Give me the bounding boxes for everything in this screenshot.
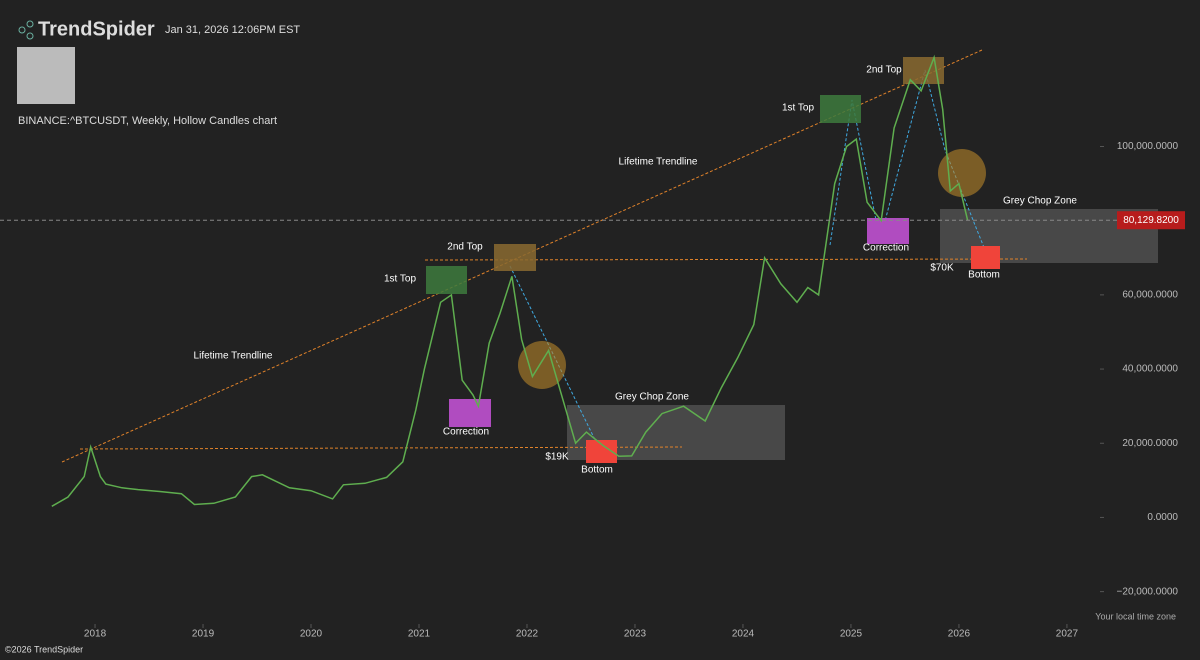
annotation: $70K [930,263,954,274]
highlight-circle [938,149,986,197]
bottom-box [971,246,1000,269]
last-price-label: 80,129.8200 [1123,215,1179,226]
logo [18,20,34,40]
logo-icon [18,26,26,34]
x-tick-label: 2019 [192,629,215,640]
top-box [494,244,536,271]
annotation: Bottom [968,270,1000,281]
x-tick-label: 2025 [840,629,863,640]
x-tick-label: 2020 [300,629,323,640]
price-line [51,54,969,507]
annotation: Correction [443,427,489,438]
annotation: 2nd Top [447,242,483,253]
x-tick-label: 2023 [624,629,647,640]
y-tick-label: 100,000.0000 [1117,141,1179,152]
brand: TrendSpider [38,18,155,40]
x-tick-label: 2026 [948,629,971,640]
annotation: Grey Chop Zone [1003,196,1077,207]
timezone-label: Your local time zone [1095,611,1176,621]
annotation: Lifetime Trendline [194,351,273,362]
y-tick-label: 40,000.0000 [1122,364,1178,375]
y-tick-label: −20,000.0000 [1117,586,1179,597]
annotation: 2nd Top [866,65,902,76]
x-tick-label: 2022 [516,629,539,640]
x-tick-label: 2021 [408,629,431,640]
correction-box [449,399,491,427]
annotation: Bottom [581,465,613,476]
top-box [820,95,861,123]
x-tick-label: 2024 [732,629,755,640]
support-line [79,446,683,450]
top-box [426,266,467,294]
logo-icon [26,20,34,28]
annotation: Correction [863,243,909,254]
bottom-box [586,440,617,463]
annotation: 1st Top [782,103,814,114]
correction-box [867,218,909,244]
annotation: $19K [545,452,569,463]
y-tick-label: 60,000.0000 [1122,290,1178,301]
annotation: Grey Chop Zone [615,392,689,403]
x-tick-label: 2027 [1056,629,1079,640]
last-price-box [1117,211,1185,230]
y-tick-label: 0.0000 [1147,512,1178,523]
highlight-circle [518,341,566,389]
chart-title: BINANCE:^BTCUSDT, Weekly, Hollow Candles… [18,115,277,127]
copyright: ©2026 TrendSpider [5,644,83,654]
avatar [17,47,75,104]
x-tick-label: 2018 [84,629,107,640]
annotation: Lifetime Trendline [619,157,698,168]
y-tick-label: 20,000.0000 [1122,438,1178,449]
timestamp: Jan 31, 2026 12:06PM EST [165,24,300,36]
logo-icon [26,32,34,40]
annotation: 1st Top [384,274,416,285]
